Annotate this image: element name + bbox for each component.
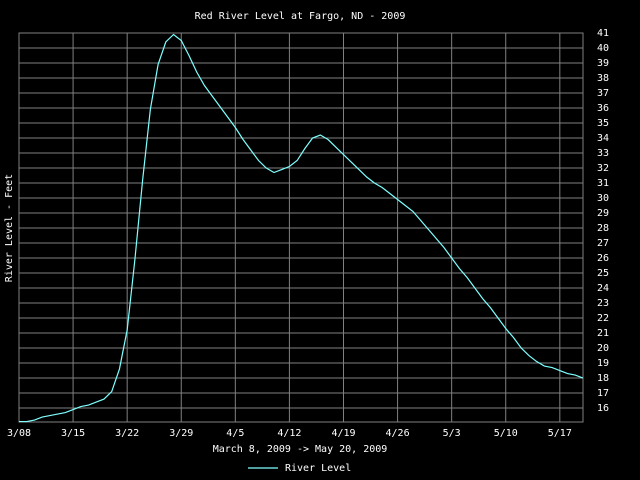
y-axis-title: River Level - Feet bbox=[4, 174, 15, 282]
x-tick-label: 3/08 bbox=[7, 428, 31, 439]
y-tick-label: 31 bbox=[597, 178, 609, 189]
y-tick-label: 39 bbox=[597, 58, 609, 69]
y-tick-label: 19 bbox=[597, 358, 609, 369]
y-tick-label: 27 bbox=[597, 238, 609, 249]
y-tick-label: 41 bbox=[597, 28, 609, 39]
y-tick-label: 40 bbox=[597, 43, 609, 54]
y-tick-label: 32 bbox=[597, 163, 609, 174]
y-tick-label: 36 bbox=[597, 103, 609, 114]
x-tick-label: 4/5 bbox=[226, 428, 244, 439]
y-tick-label: 38 bbox=[597, 73, 609, 84]
x-tick-label: 3/15 bbox=[61, 428, 85, 439]
y-tick-label: 28 bbox=[597, 223, 609, 234]
x-tick-label: 4/26 bbox=[386, 428, 410, 439]
y-tick-label: 24 bbox=[597, 283, 609, 294]
x-tick-label: 3/22 bbox=[115, 428, 139, 439]
y-tick-label: 26 bbox=[597, 253, 609, 264]
x-tick-label: 4/12 bbox=[277, 428, 301, 439]
y-tick-label: 25 bbox=[597, 268, 609, 279]
y-tick-label: 23 bbox=[597, 298, 609, 309]
y-tick-label: 17 bbox=[597, 388, 609, 399]
y-tick-label: 21 bbox=[597, 328, 609, 339]
x-tick-label: 5/10 bbox=[494, 428, 518, 439]
x-tick-label: 3/29 bbox=[169, 428, 193, 439]
legend-label: River Level bbox=[285, 463, 351, 474]
y-tick-label: 16 bbox=[597, 403, 609, 414]
y-tick-label: 22 bbox=[597, 313, 609, 324]
y-tick-label: 37 bbox=[597, 88, 609, 99]
y-tick-label: 30 bbox=[597, 193, 609, 204]
y-tick-label: 20 bbox=[597, 343, 609, 354]
y-tick-label: 29 bbox=[597, 208, 609, 219]
x-tick-label: 4/19 bbox=[331, 428, 355, 439]
y-tick-label: 33 bbox=[597, 148, 609, 159]
data-line bbox=[19, 33, 584, 423]
y-tick-label: 18 bbox=[597, 373, 609, 384]
x-tick-label: 5/17 bbox=[548, 428, 572, 439]
y-tick-label: 34 bbox=[597, 133, 609, 144]
x-tick-label: 5/3 bbox=[443, 428, 461, 439]
chart-title: Red River Level at Fargo, ND - 2009 bbox=[195, 11, 406, 22]
x-axis-title: March 8, 2009 -> May 20, 2009 bbox=[213, 444, 388, 455]
y-tick-label: 35 bbox=[597, 118, 609, 129]
